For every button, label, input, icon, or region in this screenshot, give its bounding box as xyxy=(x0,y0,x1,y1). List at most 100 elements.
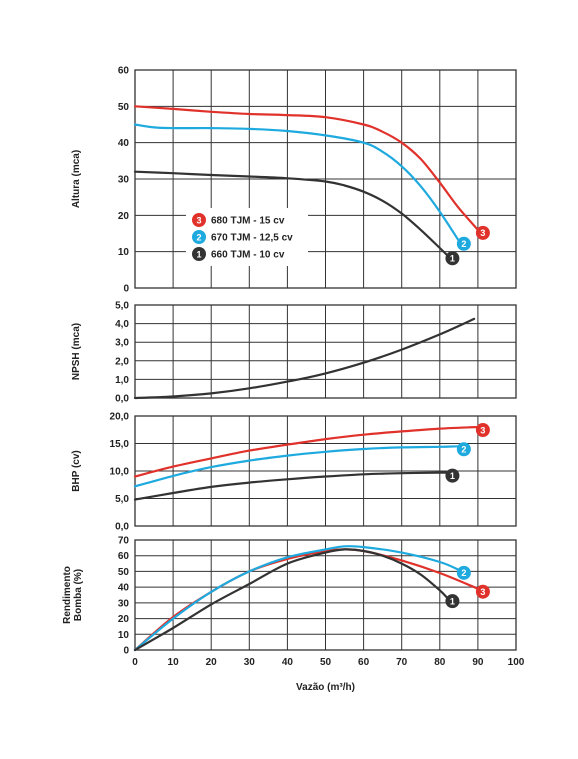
curve-0.end_marker-end-marker: 3 xyxy=(475,225,490,240)
curve-1.end_marker-end-marker: 2 xyxy=(456,442,471,457)
curve-1.end_marker-end-marker: 2 xyxy=(456,565,471,580)
series-line-npsh xyxy=(133,317,476,400)
y-tick-label: 15,0 xyxy=(110,439,130,450)
y-tick-label: 40 xyxy=(118,583,130,594)
horizontal-gridlines xyxy=(135,323,516,380)
y-axis-label: NPSH (mca) xyxy=(71,323,82,380)
end-marker-circle xyxy=(475,584,490,599)
y-tick-label: 2,0 xyxy=(115,356,129,367)
curve-0.end_marker-end-marker: 3 xyxy=(475,423,490,437)
y-axis-label: RendimentoBomba (%) xyxy=(62,566,84,624)
x-axis-ticks: 0 10 20 30 40 50 60 70 80 90 100 xyxy=(132,657,525,668)
end-marker-number: 2 xyxy=(461,568,466,578)
legend-entry-2: 2 670 TJM - 12,5 cv xyxy=(192,230,293,244)
legend-marker-number: 1 xyxy=(196,249,201,259)
x-tick-label: 80 xyxy=(434,657,446,668)
legend-label: 670 TJM - 12,5 cv xyxy=(211,233,293,244)
end-marker-circle xyxy=(445,468,460,483)
chart-panel-2: 0,0 1,0 2,0 3,0 4,0 5,0 NPSH (mca) xyxy=(71,301,517,405)
curve-2.end_marker-end-marker: 1 xyxy=(445,594,460,609)
legend-marker-number: 2 xyxy=(196,232,201,242)
x-tick-label: 100 xyxy=(508,657,525,668)
series-line-2 xyxy=(133,445,460,488)
y-tick-label: 50 xyxy=(118,102,130,113)
end-marker-number: 1 xyxy=(450,471,455,481)
y-tick-label: 30 xyxy=(118,175,130,186)
y-tick-label: 20 xyxy=(118,614,130,625)
end-marker-circle xyxy=(475,423,490,437)
legend-label: 660 TJM - 10 cv xyxy=(211,250,285,261)
y-axis-label: Altura (mca) xyxy=(71,150,82,208)
legend-marker-number: 3 xyxy=(196,215,201,225)
x-tick-label: 30 xyxy=(244,657,256,668)
legend-background xyxy=(186,208,308,266)
y-tick-label: 30 xyxy=(118,598,130,609)
end-marker-number: 1 xyxy=(450,596,455,606)
legend-marker xyxy=(192,247,206,261)
vertical-gridlines xyxy=(172,305,479,398)
y-tick-label: 20 xyxy=(118,211,130,222)
y-tick-label: 3,0 xyxy=(115,338,129,349)
x-axis-label: Vazão (m³/h) xyxy=(296,682,355,693)
series-line-2 xyxy=(133,123,460,242)
legend-label: 680 TJM - 15 cv xyxy=(211,216,285,227)
end-marker-circle xyxy=(475,225,490,240)
series-line-1 xyxy=(133,170,449,257)
x-tick-label: 40 xyxy=(282,657,294,668)
end-marker-circle xyxy=(445,251,460,266)
x-tick-label: 10 xyxy=(168,657,180,668)
end-marker-number: 3 xyxy=(480,587,485,597)
end-marker-number: 2 xyxy=(461,445,466,455)
end-marker-number: 2 xyxy=(461,239,466,249)
series-line-1 xyxy=(133,471,449,501)
series-line-3 xyxy=(133,425,479,478)
chart-panel-3: 0,0 5,0 10,0 15,0 20,0 BHP (cv) 3 2 1 xyxy=(71,412,517,533)
chart-panel-4: 0 10 20 30 40 50 60 70 RendimentoBomba (%) 3 2 1 xyxy=(62,536,517,657)
y-tick-label: 70 xyxy=(118,536,130,547)
y-tick-label: 5,0 xyxy=(115,301,129,312)
curve-1.end_marker-end-marker: 2 xyxy=(456,236,471,251)
y-tick-label: 10 xyxy=(118,630,130,641)
end-marker-circle xyxy=(445,594,460,609)
end-marker-circle xyxy=(456,565,471,580)
end-marker-number: 1 xyxy=(450,254,455,264)
end-marker-circle xyxy=(456,236,471,251)
x-tick-label: 50 xyxy=(320,657,332,668)
y-tick-label: 10 xyxy=(118,247,130,258)
end-marker-number: 3 xyxy=(480,425,485,435)
y-tick-label: 10,0 xyxy=(110,467,130,478)
x-tick-label: 20 xyxy=(206,657,218,668)
vertical-gridlines xyxy=(172,540,479,650)
y-tick-label: 20,0 xyxy=(110,412,130,423)
y-tick-label: 60 xyxy=(118,551,130,562)
y-tick-label: 50 xyxy=(118,567,130,578)
curve-2.end_marker-end-marker: 1 xyxy=(445,251,460,266)
series-line-2 xyxy=(133,544,460,652)
x-tick-label: 0 xyxy=(132,657,138,668)
end-marker-number: 3 xyxy=(480,228,485,238)
y-tick-label: 0 xyxy=(123,284,129,295)
curve-0.end_marker-end-marker: 3 xyxy=(475,584,490,599)
legend-marker xyxy=(192,213,206,227)
legend-marker xyxy=(192,230,206,244)
curve-2.end_marker-end-marker: 1 xyxy=(445,468,460,483)
y-axis-label: BHP (cv) xyxy=(71,450,82,492)
y-tick-label: 0,0 xyxy=(115,522,129,533)
series-line-3 xyxy=(133,105,479,231)
y-tick-label: 60 xyxy=(118,66,130,77)
legend-entry-1: 1 660 TJM - 10 cv xyxy=(192,247,285,261)
y-tick-label: 5,0 xyxy=(115,494,129,505)
end-marker-circle xyxy=(456,442,471,457)
y-tick-label: 1,0 xyxy=(115,375,129,386)
x-tick-label: 90 xyxy=(472,657,484,668)
x-tick-label: 60 xyxy=(358,657,370,668)
legend: 3 680 TJM - 15 cv 2 670 TJM - 12,5 cv 1 660 T… xyxy=(186,208,308,266)
y-tick-label: 0 xyxy=(123,646,129,657)
x-tick-label: 70 xyxy=(396,657,408,668)
y-tick-label: 4,0 xyxy=(115,319,129,330)
y-tick-label: 0,0 xyxy=(115,394,129,405)
y-tick-label: 40 xyxy=(118,138,130,149)
legend-entry-3: 3 680 TJM - 15 cv xyxy=(192,213,285,227)
series-line-1 xyxy=(133,548,449,652)
